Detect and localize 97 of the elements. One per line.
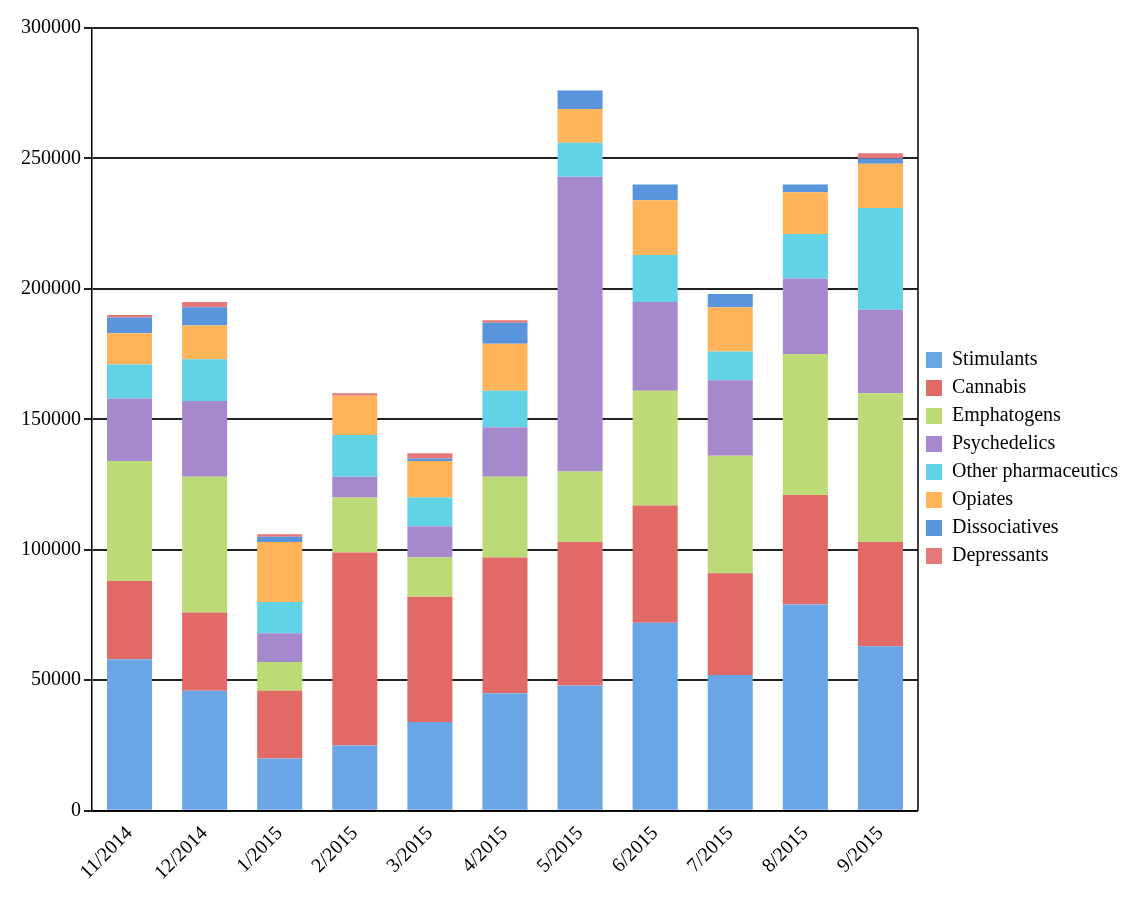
bar <box>107 314 153 318</box>
bar <box>857 163 903 209</box>
bar <box>857 153 903 159</box>
bar <box>707 675 753 810</box>
bar <box>107 461 153 582</box>
bar <box>182 307 228 326</box>
bar <box>707 573 753 676</box>
y-tick-label: 0 <box>71 797 81 820</box>
bar <box>707 307 753 352</box>
bar <box>632 254 678 302</box>
bar <box>632 200 678 255</box>
bar <box>257 633 303 662</box>
bar <box>407 557 453 597</box>
legend-label: Opiates <box>951 487 1014 511</box>
legend-label: Other pharmaceutics <box>951 459 1119 483</box>
bar <box>107 317 153 334</box>
y-tick-label: 100000 <box>21 537 81 560</box>
bar <box>857 393 903 542</box>
legend-label: Psychedelics <box>951 431 1056 455</box>
bar <box>182 359 228 402</box>
bar <box>332 393 378 396</box>
bar <box>707 351 753 381</box>
bar <box>332 745 378 810</box>
bar <box>557 471 603 542</box>
bar <box>632 622 678 810</box>
bar <box>107 333 153 365</box>
bar <box>257 541 303 602</box>
bar <box>632 390 678 506</box>
legend-label: Dissociatives <box>951 515 1059 538</box>
bar <box>707 380 753 456</box>
bar <box>182 325 228 360</box>
bar <box>782 354 828 495</box>
bar <box>857 541 903 647</box>
bar <box>782 234 828 279</box>
bar <box>557 541 603 686</box>
bar <box>407 458 453 462</box>
bar <box>107 581 153 660</box>
bar <box>182 476 228 613</box>
bar <box>782 495 828 605</box>
bar <box>257 758 303 810</box>
bar <box>857 208 903 310</box>
bar <box>632 301 678 391</box>
bar <box>332 395 378 435</box>
bar <box>482 320 528 323</box>
bar <box>482 427 528 477</box>
bar <box>557 90 603 109</box>
bar <box>707 294 753 308</box>
legend-label: Depressants <box>951 543 1049 567</box>
legend-label: Emphatogens <box>951 403 1062 427</box>
bar <box>257 661 303 691</box>
bar <box>257 690 303 759</box>
bar <box>557 108 603 143</box>
bar <box>182 690 228 810</box>
y-tick-label: 200000 <box>21 276 81 299</box>
legend-label: Stimulants <box>951 347 1038 370</box>
bar <box>332 476 378 498</box>
bar <box>707 455 753 574</box>
bar <box>482 343 528 391</box>
bar <box>482 557 528 694</box>
bar <box>407 497 453 527</box>
bar <box>182 301 228 308</box>
y-tick-label: 50000 <box>31 667 81 690</box>
bar <box>332 497 378 553</box>
bar <box>557 142 603 177</box>
bar <box>557 176 603 472</box>
bar <box>857 158 903 164</box>
legend-label: Cannabis <box>951 375 1027 398</box>
bar <box>107 364 153 399</box>
bar <box>407 461 453 498</box>
y-tick-label: 300000 <box>21 15 81 38</box>
bar <box>782 278 828 355</box>
bar <box>482 693 528 810</box>
bar <box>782 604 828 810</box>
bar <box>182 612 228 691</box>
bar <box>482 476 528 558</box>
bar <box>407 526 453 558</box>
y-tick-label: 250000 <box>21 145 81 168</box>
bar <box>332 434 378 477</box>
bar <box>857 309 903 394</box>
bar <box>632 184 678 201</box>
y-tick-label: 150000 <box>21 406 81 429</box>
bar <box>482 390 528 428</box>
bar <box>407 596 453 722</box>
bar <box>182 401 228 477</box>
bar <box>257 534 303 537</box>
bar <box>557 685 603 810</box>
bar <box>407 453 453 459</box>
bar <box>482 322 528 344</box>
bar <box>782 192 828 235</box>
bar <box>107 398 153 462</box>
bar <box>332 552 378 746</box>
bar <box>857 646 903 810</box>
bar <box>257 601 303 634</box>
bar <box>107 659 153 810</box>
bar <box>632 505 678 623</box>
bar <box>407 721 453 810</box>
bar <box>257 536 303 542</box>
